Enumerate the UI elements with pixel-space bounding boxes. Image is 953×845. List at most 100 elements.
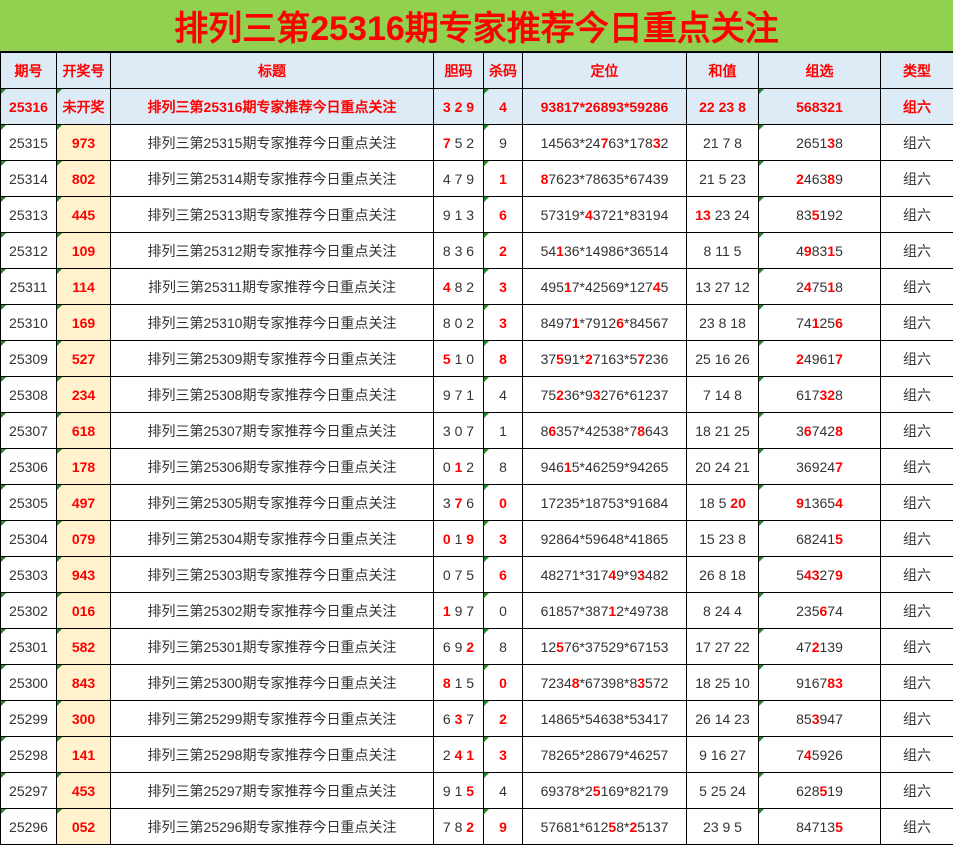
sha-cell: 8 <box>483 448 523 485</box>
sum-cell: 23 9 5 <box>686 808 759 845</box>
dan-cell: 7 8 2 <box>433 808 484 845</box>
title-cell: 排列三第25308期专家推荐今日重点关注 <box>110 376 434 413</box>
type-cell: 组六 <box>880 664 953 701</box>
dan-cell: 6 3 7 <box>433 700 484 737</box>
sum-cell: 18 25 10 <box>686 664 759 701</box>
group-cell: 913654 <box>758 484 881 521</box>
dan-cell: 9 1 5 <box>433 772 484 809</box>
page-title: 排列三第25316期专家推荐今日重点关注 <box>0 0 953 52</box>
dan-cell: 0 1 9 <box>433 520 484 557</box>
draw-number-cell: 169 <box>56 304 111 341</box>
group-cell: 853947 <box>758 700 881 737</box>
title-cell: 排列三第25310期专家推荐今日重点关注 <box>110 304 434 341</box>
title-cell: 排列三第25299期专家推荐今日重点关注 <box>110 700 434 737</box>
header-sha: 杀码 <box>483 52 523 89</box>
position-cell: 92864*59648*41865 <box>522 520 687 557</box>
sha-cell: 3 <box>483 736 523 773</box>
draw-number-cell: 497 <box>56 484 111 521</box>
sha-cell: 8 <box>483 340 523 377</box>
header-issue: 期号 <box>0 52 57 89</box>
position-cell: 12576*37529*67153 <box>522 628 687 665</box>
title-cell: 排列三第25305期专家推荐今日重点关注 <box>110 484 434 521</box>
sha-cell: 9 <box>483 808 523 845</box>
draw-number-cell: 943 <box>56 556 111 593</box>
group-cell: 247518 <box>758 268 881 305</box>
group-cell: 628519 <box>758 772 881 809</box>
title-cell: 排列三第25298期专家推荐今日重点关注 <box>110 736 434 773</box>
table-row: 25309 527 排列三第25309期专家推荐今日重点关注 5 1 0 8 37591*… <box>0 340 953 377</box>
title-cell: 排列三第25302期专家推荐今日重点关注 <box>110 592 434 629</box>
type-cell: 组六 <box>880 304 953 341</box>
table-row: 25299 300 排列三第25299期专家推荐今日重点关注 6 3 7 2 14865*… <box>0 700 953 737</box>
position-cell: 37591*27163*57236 <box>522 340 687 377</box>
sum-cell: 18 5 20 <box>686 484 759 521</box>
type-cell: 组六 <box>880 448 953 485</box>
title-cell: 排列三第25303期专家推荐今日重点关注 <box>110 556 434 593</box>
type-cell: 组六 <box>880 592 953 629</box>
draw-number-cell: 973 <box>56 124 111 161</box>
sum-cell: 18 21 25 <box>686 412 759 449</box>
header-group: 组选 <box>758 52 881 89</box>
sum-cell: 13 27 12 <box>686 268 759 305</box>
draw-number-cell: 843 <box>56 664 111 701</box>
header-type: 类型 <box>880 52 953 89</box>
table-row: 25301 582 排列三第25301期专家推荐今日重点关注 6 9 2 8 12576*… <box>0 628 953 665</box>
type-cell: 组六 <box>880 376 953 413</box>
group-cell: 367428 <box>758 412 881 449</box>
issue-cell: 25304 <box>0 520 57 557</box>
position-cell: 61857*38712*49738 <box>522 592 687 629</box>
issue-cell: 25306 <box>0 448 57 485</box>
position-cell: 57319*43721*83194 <box>522 196 687 233</box>
group-cell: 835192 <box>758 196 881 233</box>
group-cell: 543279 <box>758 556 881 593</box>
draw-number-cell: 178 <box>56 448 111 485</box>
dan-cell: 6 9 2 <box>433 628 484 665</box>
title-cell: 排列三第25313期专家推荐今日重点关注 <box>110 196 434 233</box>
issue-cell: 25313 <box>0 196 57 233</box>
sum-cell: 21 7 8 <box>686 124 759 161</box>
type-cell: 组六 <box>880 340 953 377</box>
title-cell: 排列三第25296期专家推荐今日重点关注 <box>110 808 434 845</box>
position-cell: 17235*18753*91684 <box>522 484 687 521</box>
draw-number-cell: 未开奖 <box>56 88 111 125</box>
title-cell: 排列三第25314期专家推荐今日重点关注 <box>110 160 434 197</box>
type-cell: 组六 <box>880 808 953 845</box>
title-cell: 排列三第25307期专家推荐今日重点关注 <box>110 412 434 449</box>
draw-number-cell: 141 <box>56 736 111 773</box>
group-cell: 265138 <box>758 124 881 161</box>
draw-number-cell: 453 <box>56 772 111 809</box>
table-row: 25310 169 排列三第25310期专家推荐今日重点关注 8 0 2 3 84971*… <box>0 304 953 341</box>
issue-cell: 25316 <box>0 88 57 125</box>
draw-number-cell: 079 <box>56 520 111 557</box>
title-cell: 排列三第25304期专家推荐今日重点关注 <box>110 520 434 557</box>
type-cell: 组六 <box>880 160 953 197</box>
table-row: 25312 109 排列三第25312期专家推荐今日重点关注 8 3 6 2 54136*… <box>0 232 953 269</box>
sha-cell: 4 <box>483 88 523 125</box>
issue-cell: 25308 <box>0 376 57 413</box>
sha-cell: 4 <box>483 376 523 413</box>
position-cell: 87623*78635*67439 <box>522 160 687 197</box>
header-row: 期号 开奖号 标题 胆码 杀码 定位 和值 组选 类型 <box>0 52 953 89</box>
sum-cell: 26 14 23 <box>686 700 759 737</box>
title-cell: 排列三第25316期专家推荐今日重点关注 <box>110 88 434 125</box>
draw-number-cell: 445 <box>56 196 111 233</box>
issue-cell: 25315 <box>0 124 57 161</box>
dan-cell: 3 2 9 <box>433 88 484 125</box>
position-cell: 72348*67398*83572 <box>522 664 687 701</box>
position-cell: 94615*46259*94265 <box>522 448 687 485</box>
type-cell: 组六 <box>880 124 953 161</box>
type-cell: 组六 <box>880 556 953 593</box>
sum-cell: 15 23 8 <box>686 520 759 557</box>
position-cell: 84971*79126*84567 <box>522 304 687 341</box>
sha-cell: 4 <box>483 772 523 809</box>
group-cell: 847135 <box>758 808 881 845</box>
group-cell: 617328 <box>758 376 881 413</box>
sum-cell: 17 27 22 <box>686 628 759 665</box>
issue-cell: 25311 <box>0 268 57 305</box>
draw-number-cell: 527 <box>56 340 111 377</box>
sha-cell: 0 <box>483 664 523 701</box>
sum-cell: 22 23 8 <box>686 88 759 125</box>
type-cell: 组六 <box>880 736 953 773</box>
sum-cell: 8 11 5 <box>686 232 759 269</box>
type-cell: 组六 <box>880 772 953 809</box>
